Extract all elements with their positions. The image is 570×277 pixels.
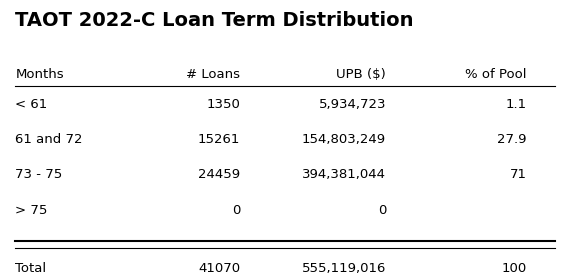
Text: % of Pool: % of Pool <box>465 68 527 81</box>
Text: 5,934,723: 5,934,723 <box>319 98 386 111</box>
Text: UPB ($): UPB ($) <box>336 68 386 81</box>
Text: 73 - 75: 73 - 75 <box>15 168 63 181</box>
Text: 41070: 41070 <box>198 262 240 275</box>
Text: 71: 71 <box>510 168 527 181</box>
Text: 0: 0 <box>231 204 240 217</box>
Text: Months: Months <box>15 68 64 81</box>
Text: > 75: > 75 <box>15 204 48 217</box>
Text: 555,119,016: 555,119,016 <box>302 262 386 275</box>
Text: # Loans: # Loans <box>186 68 240 81</box>
Text: 61 and 72: 61 and 72 <box>15 133 83 146</box>
Text: 100: 100 <box>501 262 527 275</box>
Text: 27.9: 27.9 <box>497 133 527 146</box>
Text: < 61: < 61 <box>15 98 48 111</box>
Text: 24459: 24459 <box>198 168 240 181</box>
Text: 1.1: 1.1 <box>506 98 527 111</box>
Text: 394,381,044: 394,381,044 <box>302 168 386 181</box>
Text: 154,803,249: 154,803,249 <box>302 133 386 146</box>
Text: 15261: 15261 <box>198 133 240 146</box>
Text: Total: Total <box>15 262 47 275</box>
Text: 1350: 1350 <box>206 98 240 111</box>
Text: TAOT 2022-C Loan Term Distribution: TAOT 2022-C Loan Term Distribution <box>15 11 414 30</box>
Text: 0: 0 <box>378 204 386 217</box>
